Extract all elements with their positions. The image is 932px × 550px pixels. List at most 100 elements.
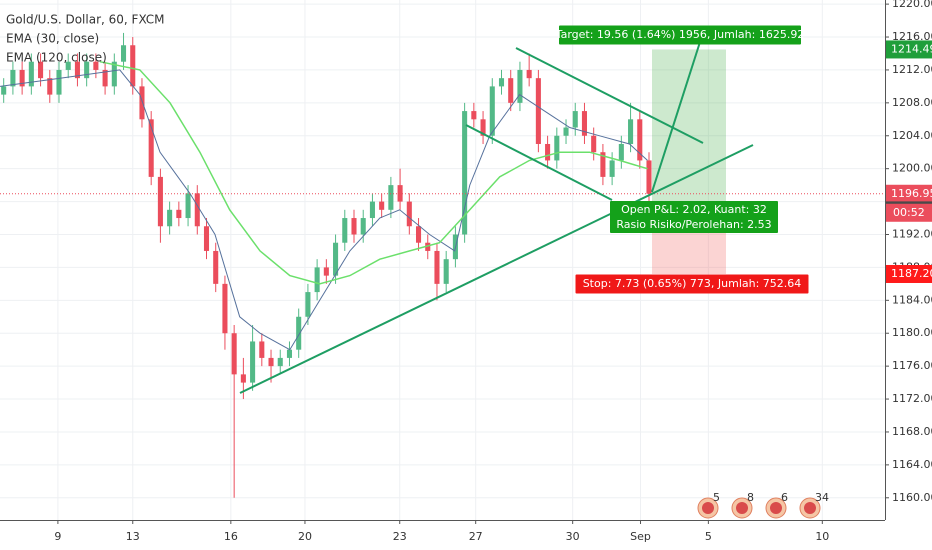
candle-body [323, 267, 329, 276]
candle-body [93, 61, 99, 70]
event-label: 5 [713, 491, 720, 504]
price-tag-label: 1214.49 [891, 42, 932, 55]
candle-body [139, 86, 145, 120]
legend-entry: EMA (120, close) [6, 51, 107, 65]
projection-line [651, 41, 701, 193]
candle-body [231, 333, 237, 375]
candle-body [65, 61, 71, 70]
candle-body [462, 111, 468, 235]
candle-body [167, 209, 173, 227]
drawings [239, 41, 754, 394]
candle-body [498, 78, 505, 87]
candle-body [415, 226, 422, 243]
candle-body [471, 111, 477, 120]
candle-body [397, 185, 403, 202]
x-tick-label: 30 [566, 530, 580, 543]
candle-body [572, 111, 578, 128]
candle-body [250, 341, 256, 383]
candle-body [581, 111, 588, 136]
overlay: Target: 19.56 (1.64%) 1956, Jumlah: 1625… [555, 25, 809, 294]
candle-body [425, 242, 431, 251]
candle-body [84, 61, 90, 79]
candle-body [379, 201, 385, 210]
y-tick-label: 1212.00 [892, 63, 932, 76]
candle-body [591, 135, 597, 153]
open-pl-label: Open P&L: 2.02, Kuant: 32 [621, 203, 767, 216]
candle-body [637, 119, 643, 161]
candle-body [296, 316, 302, 350]
candle-body [554, 135, 560, 161]
candle-body [240, 374, 246, 383]
candle-body [111, 61, 117, 87]
candle-body [646, 160, 652, 194]
event-flag-inner [770, 502, 782, 514]
candle-body [480, 119, 486, 136]
candle-body [268, 357, 274, 367]
y-tick-label: 1192.00 [892, 227, 932, 240]
y-tick-label: 1200.00 [892, 162, 932, 175]
channel-line [465, 124, 613, 201]
label-box [559, 25, 801, 45]
candle-body [203, 226, 210, 251]
candle-body [535, 78, 541, 144]
candle-body [19, 69, 25, 87]
countdown-label: 00:52 [893, 206, 925, 219]
x-tick-label: 9 [54, 530, 61, 543]
candle-body [342, 218, 348, 243]
candle-body [74, 61, 80, 79]
candle-body [28, 61, 34, 87]
y-tick-label: 1216.00 [892, 30, 932, 43]
target-label: Target: 19.56 (1.64%) 1956, Jumlah: 1625… [555, 28, 805, 41]
candle-body [351, 218, 357, 235]
open-pl-label: Rasio Risiko/Perolehan: 2.53 [616, 218, 771, 231]
ema-line [0, 69, 648, 351]
candle-body [120, 45, 127, 62]
candle-body [1, 86, 7, 95]
x-tick-label: 10 [815, 530, 829, 543]
candle-body [517, 69, 523, 103]
candle-body [609, 160, 615, 177]
candle-body [360, 218, 366, 235]
x-tick-label: 16 [224, 530, 238, 543]
candle-body [600, 152, 606, 177]
price-tag-label: 1196.95 [891, 187, 932, 200]
candle-body [314, 267, 320, 293]
candle-body [194, 193, 200, 227]
y-tick-label: 1184.00 [892, 293, 932, 306]
price-tag [886, 264, 932, 283]
candle-body [305, 292, 311, 317]
candle-body [406, 201, 412, 227]
candle-body [508, 78, 514, 103]
candle-body [388, 185, 394, 210]
label-box [575, 274, 809, 294]
x-tick-label: 27 [469, 530, 483, 543]
x-tick-label: Sep [630, 530, 651, 543]
candle-body [489, 86, 495, 136]
candle-body [176, 209, 182, 219]
x-tick-label: 23 [393, 530, 407, 543]
event-label: 6 [781, 491, 788, 504]
candle-body [434, 250, 440, 284]
label-box [610, 201, 778, 233]
x-tick-label: 20 [298, 530, 312, 543]
price-tag [886, 40, 932, 59]
y-tick-label: 1220.00 [892, 0, 932, 10]
candle-body [618, 143, 624, 161]
candle-body [222, 283, 228, 334]
candle-body [185, 193, 191, 219]
legend-entry: EMA (30, close) [6, 32, 99, 46]
y-tick-label: 1168.00 [892, 425, 932, 438]
candle-body [286, 349, 293, 358]
stop-label: Stop: 7.73 (0.65%) 773, Jumlah: 752.64 [583, 277, 802, 290]
y-tick-label: 1172.00 [892, 392, 932, 405]
event-flag-inner [736, 502, 748, 514]
ema-line [99, 60, 648, 285]
candle-body [10, 69, 16, 87]
event-label: 8 [747, 491, 754, 504]
event-flag-inner [804, 502, 816, 514]
candle-body [259, 341, 265, 358]
y-tick-label: 1208.00 [892, 96, 932, 109]
candle-body [526, 69, 532, 79]
x-tick-label: 13 [126, 530, 140, 543]
